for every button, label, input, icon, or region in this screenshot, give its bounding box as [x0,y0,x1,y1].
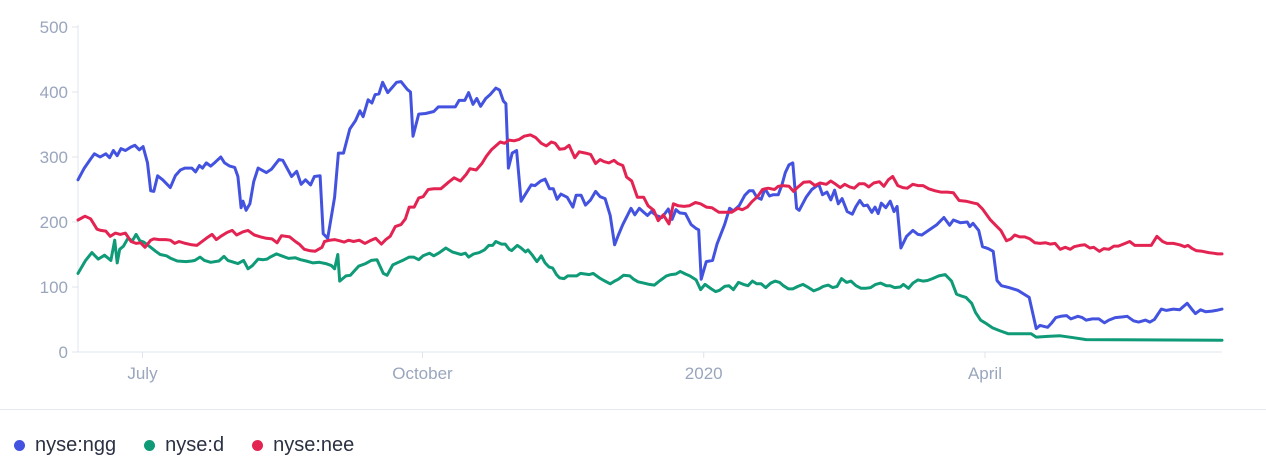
chart-svg: 0 100 200 300 400 500 July October 2020 April [40,18,1224,383]
x-tick-label: July [127,364,158,383]
legend-dot-ngg [14,440,25,451]
x-tick-label: October [392,364,453,383]
series-line-nyse-nee[interactable] [76,133,1224,256]
legend: nyse:ngg nyse:d nyse:nee [14,434,354,457]
legend-divider [0,409,1266,410]
legend-item-ngg[interactable]: nyse:ngg [14,434,116,457]
x-axis: July October 2020 April [78,351,1222,383]
legend-item-d[interactable]: nyse:d [144,434,224,457]
legend-label-d: nyse:d [165,434,225,456]
series-line-nyse-d[interactable] [76,232,1224,342]
legend-label-nee: nyse:nee [273,434,355,456]
y-tick-label: 500 [40,18,68,37]
y-tick-label: 200 [40,213,68,232]
legend-item-nee[interactable]: nyse:nee [252,434,354,457]
y-tick-label: 100 [40,278,68,297]
y-tick-label: 300 [40,148,68,167]
y-tick-label: 0 [59,343,68,362]
legend-dot-nee [252,440,264,451]
x-tick-label: April [968,364,1002,383]
y-tick-label: 400 [40,83,68,102]
series-line-nyse-ngg[interactable] [76,80,1224,331]
legend-dot-d [144,440,156,451]
series-layer [76,80,1224,342]
line-chart: 0 100 200 300 400 500 July October 2020 April [40,18,1224,383]
y-axis: 0 100 200 300 400 500 [40,18,79,362]
legend-label-ngg: nyse:ngg [35,434,117,456]
x-tick-label: 2020 [685,364,723,383]
